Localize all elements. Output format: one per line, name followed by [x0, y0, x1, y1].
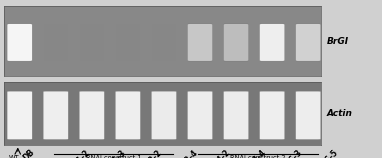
FancyBboxPatch shape: [153, 24, 175, 61]
FancyBboxPatch shape: [115, 91, 141, 140]
FancyBboxPatch shape: [44, 24, 67, 61]
Text: Actin: Actin: [327, 109, 353, 118]
FancyBboxPatch shape: [296, 91, 321, 140]
Text: RNAi construct 2: RNAi construct 2: [230, 155, 286, 158]
Text: GK1-12-4: GK1-12-4: [165, 148, 200, 158]
FancyBboxPatch shape: [188, 91, 212, 140]
FancyBboxPatch shape: [296, 24, 321, 61]
FancyBboxPatch shape: [81, 24, 103, 61]
FancyBboxPatch shape: [7, 91, 32, 140]
FancyBboxPatch shape: [259, 91, 285, 140]
FancyBboxPatch shape: [43, 91, 68, 140]
Text: RNAi construct 1: RNAi construct 1: [86, 155, 141, 158]
Text: GK4-6-3: GK4-6-3: [274, 148, 304, 158]
FancyBboxPatch shape: [7, 24, 32, 61]
Text: GK1-12-2: GK1-12-2: [129, 148, 163, 158]
Text: GK1-11-3: GK1-11-3: [93, 148, 128, 158]
Text: GK1-11-2: GK1-11-2: [57, 148, 91, 158]
Text: DB: DB: [21, 148, 36, 158]
FancyBboxPatch shape: [223, 91, 249, 140]
FancyBboxPatch shape: [259, 24, 285, 61]
FancyBboxPatch shape: [117, 24, 139, 61]
FancyBboxPatch shape: [223, 24, 249, 61]
Text: GK4-4-4: GK4-4-4: [238, 148, 268, 158]
Text: GK4-4-2: GK4-4-2: [202, 148, 232, 158]
FancyBboxPatch shape: [188, 24, 212, 61]
Text: WT: WT: [9, 155, 19, 158]
Text: BrGI: BrGI: [327, 37, 349, 46]
FancyBboxPatch shape: [79, 91, 104, 140]
Text: GK4-6-5: GK4-6-5: [310, 148, 340, 158]
FancyBboxPatch shape: [151, 91, 176, 140]
